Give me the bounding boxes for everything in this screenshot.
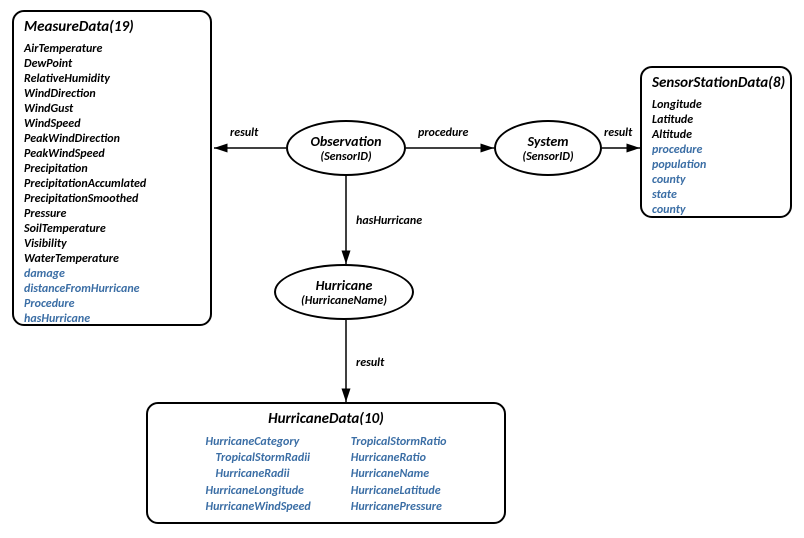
- attr-item: HurricaneLatitude: [351, 483, 447, 499]
- attr-item: HurricanePressure: [351, 499, 447, 515]
- hurricane-sub: (HurricaneName): [301, 294, 387, 308]
- sensor-station-attrs-blue: procedurepopulationcountystatecounty: [652, 143, 780, 218]
- attr-item: WindGust: [24, 102, 200, 117]
- attr-item: HurricaneCategory: [206, 434, 311, 450]
- attr-item: Latitude: [652, 113, 780, 128]
- observation-node: Observation (SensorID): [286, 120, 406, 176]
- attr-item: HurricaneRatio: [351, 450, 447, 466]
- attr-item: HurricaneRadii: [206, 466, 311, 482]
- observation-sub: (SensorID): [320, 150, 371, 164]
- attr-item: WaterTemperature: [24, 252, 200, 267]
- attr-item: HurricaneName: [351, 466, 447, 482]
- attr-item: state: [652, 188, 780, 203]
- measure-data-attrs-black: AirTemperatureDewPointRelativeHumidityWi…: [24, 42, 200, 267]
- attr-item: damage: [24, 267, 200, 282]
- attr-item: HurricaneWindSpeed: [206, 499, 311, 515]
- attr-item: WindDirection: [24, 87, 200, 102]
- sensor-station-box: SensorStationData(8) LongitudeLatitudeAl…: [640, 66, 792, 218]
- attr-item: TropicalStormRadii: [206, 450, 311, 466]
- measure-data-title: MeasureData(19): [24, 18, 200, 36]
- attr-item: SoilTemperature: [24, 222, 200, 237]
- attr-item: PeakWindSpeed: [24, 147, 200, 162]
- edge-label: result: [356, 356, 384, 370]
- attr-item: Altitude: [652, 128, 780, 143]
- system-sub: (SensorID): [522, 150, 573, 164]
- attr-item: Procedure: [24, 297, 200, 312]
- attr-item: Visibility: [24, 237, 200, 252]
- attr-item: TropicalStormRatio: [351, 434, 447, 450]
- attr-item: Pressure: [24, 207, 200, 222]
- attr-item: population: [652, 158, 780, 173]
- sensor-station-attrs-black: LongitudeLatitudeAltitude: [652, 98, 780, 143]
- hurricane-data-col2: TropicalStormRatioHurricaneRatioHurrican…: [351, 434, 447, 515]
- hurricane-node: Hurricane (HurricaneName): [274, 264, 414, 320]
- attr-item: Precipitation: [24, 162, 200, 177]
- attr-item: PrecipitationAccumlated: [24, 177, 200, 192]
- hurricane-title: Hurricane: [316, 277, 373, 294]
- attr-item: procedure: [652, 143, 780, 158]
- attr-item: WindSpeed: [24, 117, 200, 132]
- hurricane-data-title: HurricaneData(10): [158, 410, 494, 428]
- attr-item: PrecipitationSmoothed: [24, 192, 200, 207]
- measure-data-attrs-blue: damagedistanceFromHurricaneProcedurehasH…: [24, 267, 200, 327]
- observation-title: Observation: [310, 133, 381, 150]
- attr-item: PeakWindDirection: [24, 132, 200, 147]
- edge-label: result: [230, 126, 258, 140]
- attr-item: RelativeHumidity: [24, 72, 200, 87]
- attr-item: distanceFromHurricane: [24, 282, 200, 297]
- attr-item: hasHurricane: [24, 312, 200, 327]
- sensor-station-title: SensorStationData(8): [652, 74, 780, 92]
- hurricane-data-col1: HurricaneCategoryTropicalStormRadiiHurri…: [206, 434, 311, 515]
- system-title: System: [527, 133, 568, 150]
- attr-item: HurricaneLongitude: [206, 483, 311, 499]
- attr-item: DewPoint: [24, 57, 200, 72]
- attr-item: Longitude: [652, 98, 780, 113]
- edge-label: procedure: [418, 126, 468, 140]
- attr-item: AirTemperature: [24, 42, 200, 57]
- attr-item: county: [652, 203, 780, 218]
- hurricane-data-box: HurricaneData(10) HurricaneCategoryTropi…: [146, 402, 506, 524]
- edge-label: hasHurricane: [356, 214, 422, 228]
- attr-item: county: [652, 173, 780, 188]
- system-node: System (SensorID): [494, 120, 602, 176]
- edge-label: result: [604, 126, 632, 140]
- measure-data-box: MeasureData(19) AirTemperatureDewPointRe…: [12, 10, 212, 326]
